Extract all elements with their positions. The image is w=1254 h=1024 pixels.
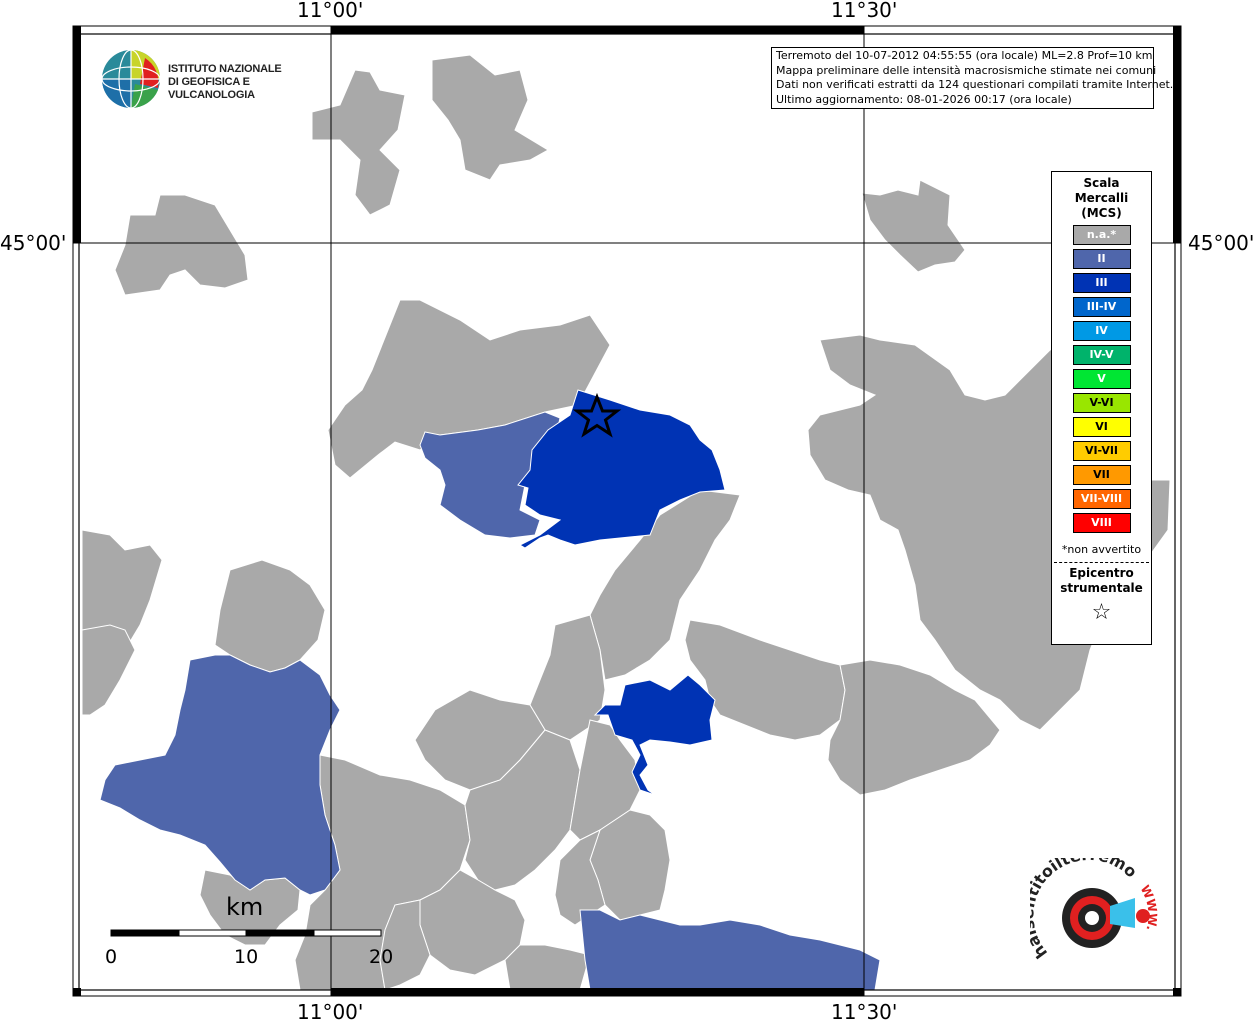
lon-label-top-1: 11°00' bbox=[297, 0, 364, 22]
legend-title-line: Mercalli bbox=[1074, 191, 1129, 205]
lon-label-bottom-1: 11°00' bbox=[297, 1000, 364, 1024]
legend-item: IV bbox=[1072, 321, 1131, 341]
lon-label-bottom-2: 11°30' bbox=[831, 1000, 898, 1024]
legend-note: *non avvertito bbox=[1061, 543, 1142, 556]
logo-line-1: ISTITUTO NAZIONALE bbox=[168, 63, 282, 75]
lat-label-left: 45°00' bbox=[0, 231, 67, 255]
event-info-box: Terremoto del 10-07-2012 04:55:55 (ora l… bbox=[771, 47, 1174, 109]
scale-unit: km bbox=[226, 893, 264, 921]
municipality-na bbox=[431, 54, 549, 181]
municipality-na bbox=[114, 194, 249, 296]
municipality-iii bbox=[517, 389, 726, 549]
legend-items: n.a.* II III III-IV IV IV-V V V-VI VI VI-VII VII VI… bbox=[1052, 225, 1151, 533]
municipality-na bbox=[379, 899, 431, 991]
municipality-na bbox=[554, 829, 606, 926]
legend-item: III bbox=[1072, 273, 1131, 293]
legend-item: n.a.* bbox=[1072, 225, 1131, 245]
legend-epicentre-label: Epicentro strumentale bbox=[1052, 566, 1151, 596]
municipality-na bbox=[589, 489, 741, 681]
lon-label-top-2: 11°30' bbox=[831, 0, 898, 22]
legend-item: IV-V bbox=[1072, 345, 1131, 365]
epicentre-star bbox=[572, 392, 622, 438]
municipality-iii bbox=[593, 674, 716, 796]
municipality-ii bbox=[419, 411, 561, 539]
info-line-1: Terremoto del 10-07-2012 04:55:55 (ora l… bbox=[776, 49, 1153, 62]
municipalities-intensity-ii bbox=[99, 411, 881, 991]
municipality-na bbox=[464, 729, 581, 891]
municipality-na bbox=[827, 659, 1001, 796]
municipalities-intensity-iii bbox=[517, 389, 726, 796]
globe-icon bbox=[101, 49, 161, 109]
legend-item: V bbox=[1072, 369, 1131, 389]
ingv-logo: ISTITUTO NAZIONALE DI GEOFISICA E VULCAN… bbox=[100, 48, 330, 110]
legend-title-line: Scala bbox=[1083, 176, 1120, 190]
branding-www: WWW. bbox=[1138, 883, 1160, 932]
municipality-ii bbox=[99, 654, 341, 896]
scale-bar-labels: km 0 10 20 bbox=[105, 893, 393, 973]
map-frame-bars bbox=[73, 26, 1181, 996]
legend-item: III-IV bbox=[1072, 297, 1131, 317]
legend-item: V-VI bbox=[1072, 393, 1131, 413]
scale-tick: 10 bbox=[234, 946, 259, 968]
municipality-na bbox=[861, 179, 966, 273]
lat-label-right: 45°00' bbox=[1188, 231, 1254, 255]
haisentito-logo: haisentitoilterremoto.it WWW. bbox=[1018, 843, 1160, 978]
info-line-2: Mappa preliminare delle intensità macros… bbox=[776, 63, 1157, 77]
legend-epicentre-line: Epicentro bbox=[1069, 566, 1134, 580]
logo-line-2: DI GEOFISICA E VULCANOLOGIA bbox=[168, 76, 255, 101]
legend-item: VI bbox=[1072, 417, 1131, 437]
legend-item: VI-VII bbox=[1072, 441, 1131, 461]
star-icon: ☆ bbox=[1091, 600, 1112, 625]
svg-text:WWW.: WWW. bbox=[1138, 883, 1160, 932]
municipality-na bbox=[311, 69, 406, 216]
legend-item: VII-VIII bbox=[1072, 489, 1131, 509]
info-line-4: Ultimo aggiornamento: 08-01-2026 00:17 (… bbox=[776, 92, 1072, 106]
legend-item: VIII bbox=[1072, 513, 1131, 533]
municipality-na bbox=[684, 619, 846, 741]
municipality-ii bbox=[579, 909, 881, 991]
legend-epicentre-line: strumentale bbox=[1060, 581, 1143, 595]
scale-tick: 20 bbox=[369, 946, 394, 968]
scale-bar bbox=[110, 929, 382, 937]
legend-divider bbox=[1054, 562, 1149, 563]
info-line-3: Dati non verificati estratti da 124 ques… bbox=[776, 78, 1174, 91]
municipality-na bbox=[504, 944, 591, 991]
municipality-na bbox=[81, 624, 136, 716]
legend-title-line: (MCS) bbox=[1081, 206, 1122, 220]
mcs-legend: Scala Mercalli (MCS) n.a.* II III III-IV IV I… bbox=[1051, 171, 1152, 645]
seismograph-logo-icon: haisentitoilterremoto.it WWW. bbox=[1018, 843, 1160, 962]
legend-item: VII bbox=[1072, 465, 1131, 485]
legend-title: Scala Mercalli (MCS) bbox=[1052, 176, 1151, 221]
scale-tick: 0 bbox=[105, 946, 118, 968]
legend-item: II bbox=[1072, 249, 1131, 269]
